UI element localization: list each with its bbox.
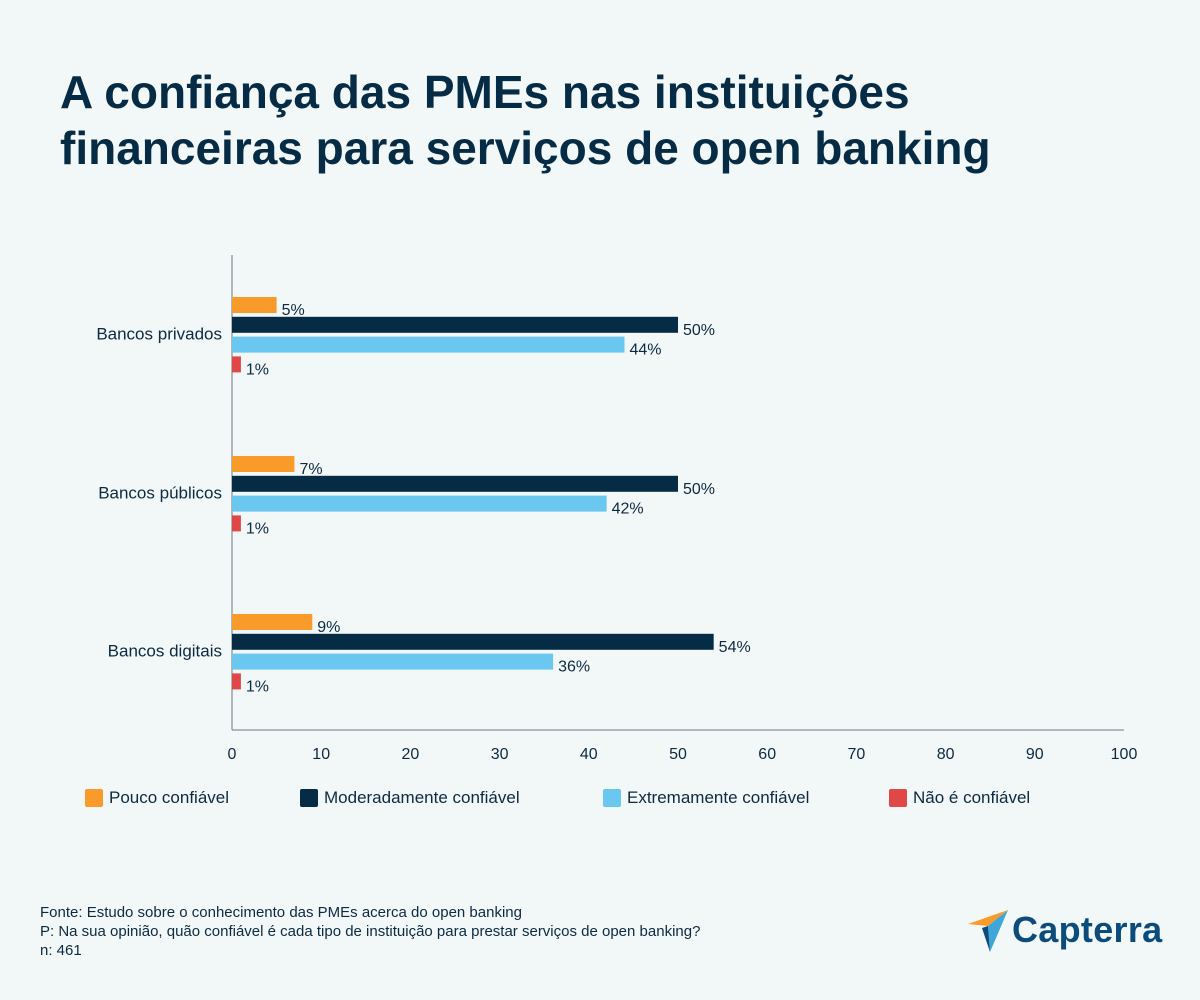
category-label: Bancos privados [96,325,222,344]
bar [232,633,714,650]
x-tick-label: 10 [312,746,330,763]
data-label: 50% [683,481,715,498]
data-label: 50% [683,322,715,339]
capterra-logo: Capterra [968,908,1162,952]
data-label: 54% [719,639,751,656]
data-label: 7% [299,461,322,478]
x-tick-label: 80 [937,746,955,763]
x-tick-label: 40 [580,746,598,763]
sample-size-note: n: 461 [40,942,82,959]
question-note: P: Na sua opinião, quão confiável é cada… [40,923,701,940]
category-label: Bancos digitais [108,642,222,661]
legend-label: Não é confiável [913,788,1031,807]
capterra-logo-icon [968,910,1008,952]
bar [232,515,241,532]
bar [232,614,313,630]
x-tick-label: 100 [1111,746,1138,763]
legend-item: Moderadamente confiável [300,788,520,808]
bar [232,316,678,333]
x-tick-label: 50 [669,746,687,763]
data-label: 9% [317,619,340,636]
x-tick-label: 90 [1026,746,1044,763]
bar [232,456,295,472]
bar [232,653,554,670]
data-label: 44% [629,342,661,359]
bar [232,495,607,512]
legend-swatch [603,789,621,807]
data-label: 36% [558,659,590,676]
capterra-logo-text: Capterra [1012,909,1163,950]
legend-swatch [300,789,318,807]
x-tick-label: 20 [402,746,420,763]
category-label: Bancos públicos [98,484,222,503]
x-tick-label: 70 [848,746,866,763]
legend-label: Moderadamente confiável [324,788,520,807]
source-note: Fonte: Estudo sobre o conhecimento das P… [40,904,522,921]
chart-title-line-1: A confiança das PMEs nas instituições [60,66,910,118]
legend-item: Não é confiável [889,788,1030,808]
x-tick-label: 60 [758,746,776,763]
legend-item: Pouco confiável [85,788,229,808]
bar [232,336,625,353]
legend-swatch [85,789,103,807]
bar [232,475,678,492]
chart-title-line-2: financeiras para serviços de open bankin… [60,122,991,174]
legend-label: Extremamente confiável [627,788,810,807]
chart-title: A confiança das PMEs nas instituições fi… [60,64,1160,176]
bar [232,297,277,313]
footer-notes: Fonte: Estudo sobre o conhecimento das P… [40,903,700,960]
x-tick-label: 0 [228,746,237,763]
bar-chart: 0 10 20 30 40 50 60 70 80 90 100 Bancos privados 5% 5… [96,255,1138,763]
legend-label: Pouco confiável [109,788,230,807]
data-label: 1% [246,520,269,537]
bar [232,673,241,690]
legend-item: Extremamente confiável [603,788,809,808]
legend-swatch [889,789,907,807]
x-tick-label: 30 [491,746,509,763]
data-label: 5% [282,302,305,319]
data-label: 1% [246,361,269,378]
data-label: 1% [246,678,269,695]
bar [232,356,241,373]
data-label: 42% [612,501,644,518]
